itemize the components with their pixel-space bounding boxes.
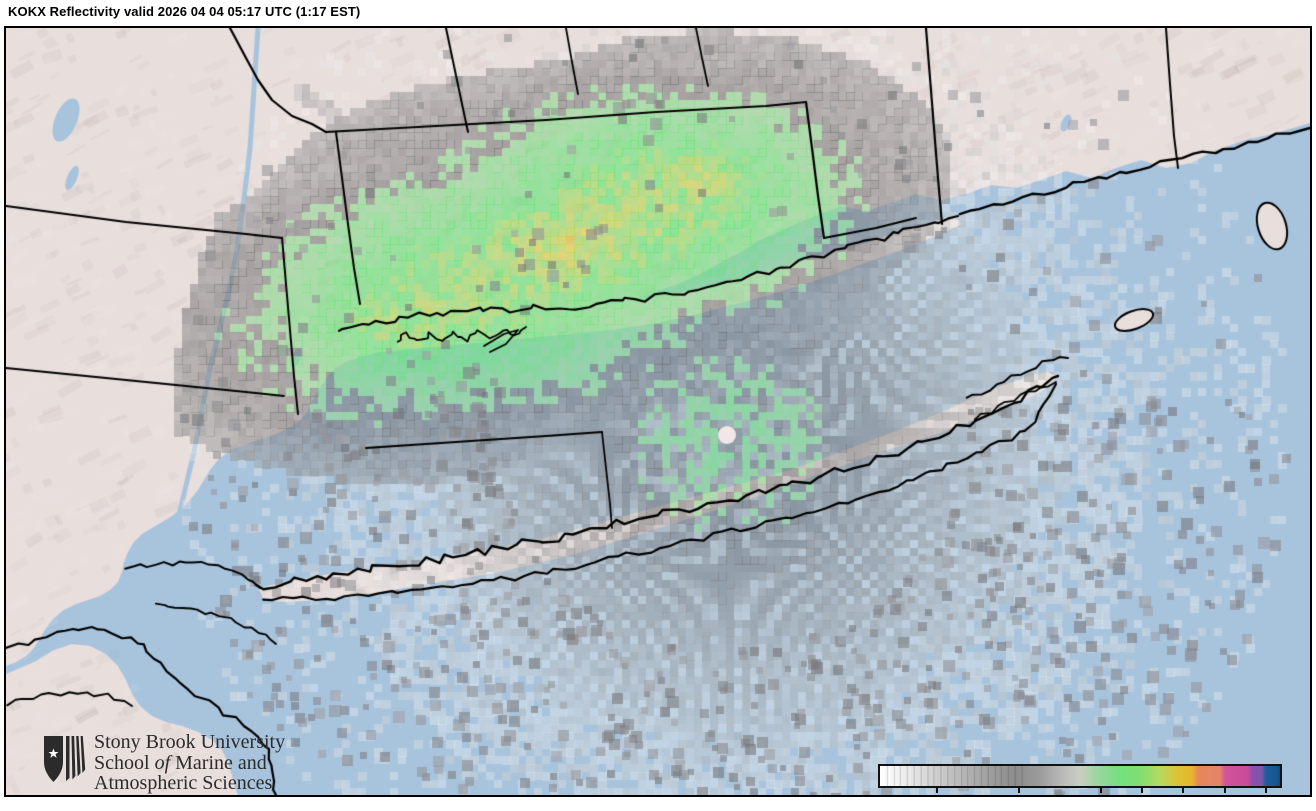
- colorbar-tick: [1100, 788, 1102, 793]
- colorbar-tick-label-20: 20: [1010, 793, 1027, 795]
- reflectivity-colorbar-legend: 0 20 40 50 60 70 80: [872, 758, 1292, 795]
- colorbar-gradient: [880, 766, 1280, 786]
- colorbar-tick-label-60: 60: [1175, 793, 1192, 795]
- colorbar-tick: [1182, 788, 1185, 793]
- radar-map-frame[interactable]: Stony Brook University School of Marine …: [4, 26, 1312, 797]
- colorbar-tick: [1141, 788, 1144, 793]
- colorbar-tick: [935, 788, 938, 793]
- colorbar-tick: [1264, 788, 1267, 793]
- colorbar-tick-label-70: 70: [1216, 793, 1233, 795]
- colorbar-tick-label-0: 0: [932, 793, 940, 795]
- colorbar-tick-label-50: 50: [1134, 793, 1151, 795]
- radar-reflectivity-map[interactable]: [6, 28, 1310, 795]
- page-title: KOKX Reflectivity valid 2026 04 04 05:17…: [8, 4, 361, 19]
- colorbar-tick: [1223, 788, 1226, 793]
- colorbar-tick-label-40: 40: [1093, 793, 1110, 795]
- colorbar-tick: [1017, 788, 1020, 793]
- title-bar: KOKX Reflectivity valid 2026 04 04 05:17…: [0, 0, 1316, 26]
- colorbar-swatch: [878, 764, 1282, 788]
- colorbar-tick-label-80: 80: [1257, 793, 1274, 795]
- colorbar-tick-axis: 0 20 40 50 60 70 80: [872, 788, 1292, 795]
